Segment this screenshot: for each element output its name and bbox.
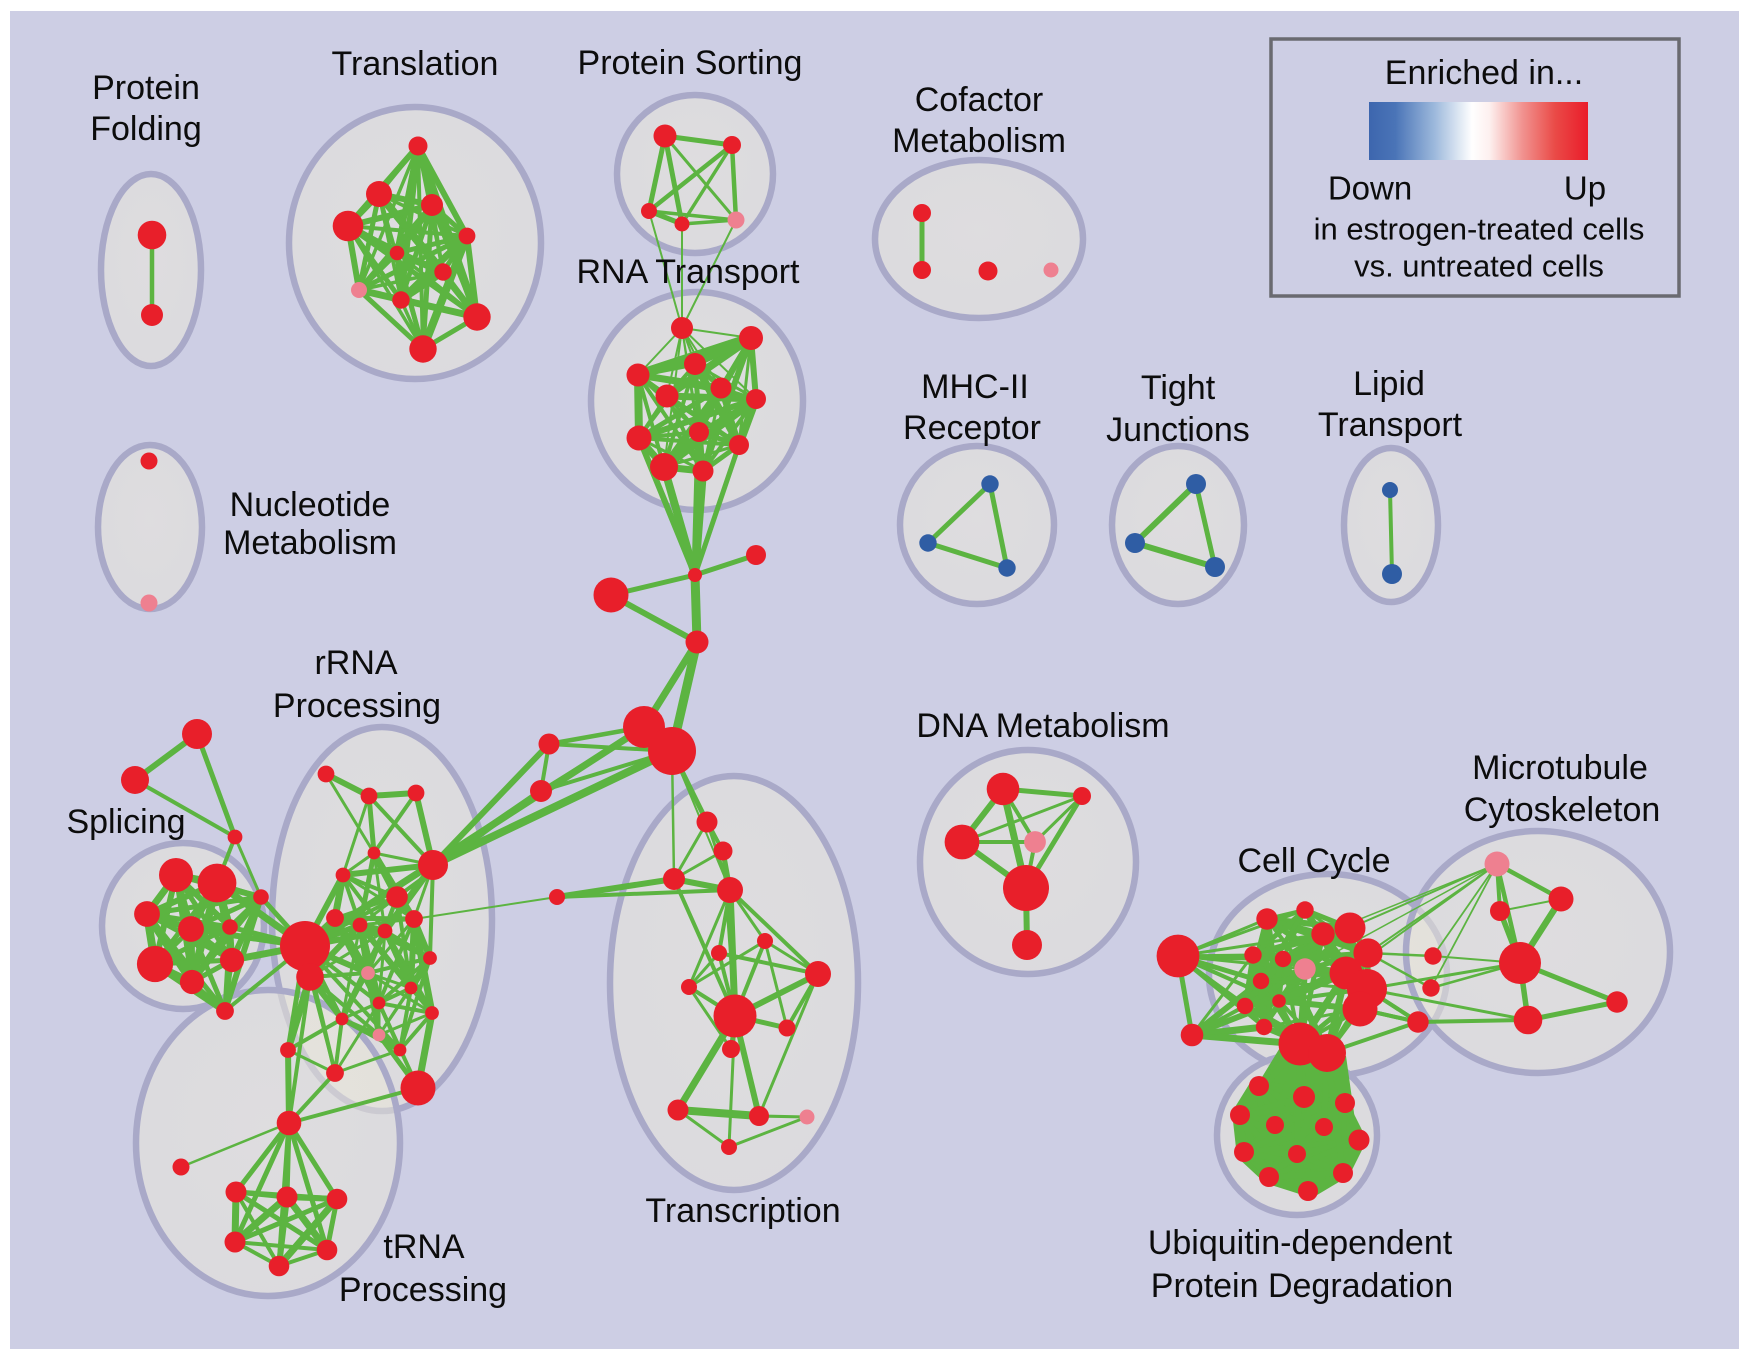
svg-text:Cytoskeleton: Cytoskeleton [1464,791,1661,829]
svg-text:tRNA: tRNA [383,1228,465,1266]
svg-text:Nucleotide: Nucleotide [230,486,391,524]
svg-text:Ubiquitin-dependent: Ubiquitin-dependent [1148,1224,1453,1262]
svg-text:Processing: Processing [273,687,441,725]
svg-text:Metabolism: Metabolism [892,122,1066,160]
svg-text:Splicing: Splicing [66,803,185,841]
svg-text:Protein Sorting: Protein Sorting [578,44,803,82]
svg-text:Enriched in...: Enriched in... [1385,54,1583,92]
svg-text:Lipid: Lipid [1353,365,1425,403]
svg-text:Cell Cycle: Cell Cycle [1237,842,1390,880]
svg-text:Junctions: Junctions [1106,411,1250,449]
svg-text:Protein Degradation: Protein Degradation [1151,1267,1453,1305]
svg-text:Cofactor: Cofactor [915,81,1044,119]
svg-text:Transport: Transport [1318,406,1463,444]
svg-text:Processing: Processing [339,1271,507,1309]
svg-text:Up: Up [1564,170,1606,207]
svg-text:DNA Metabolism: DNA Metabolism [916,707,1169,745]
svg-text:Protein: Protein [92,69,200,107]
svg-text:vs. untreated cells: vs. untreated cells [1354,249,1604,284]
svg-text:Folding: Folding [90,110,202,148]
svg-text:Metabolism: Metabolism [223,524,397,562]
svg-text:rRNA: rRNA [314,644,397,682]
svg-text:in estrogen-treated cells: in estrogen-treated cells [1314,212,1645,247]
svg-text:Tight: Tight [1141,369,1216,407]
svg-text:RNA Transport: RNA Transport [577,253,801,291]
svg-text:Receptor: Receptor [903,409,1041,447]
svg-text:Down: Down [1328,170,1412,207]
svg-text:Transcription: Transcription [645,1192,840,1230]
svg-text:MHC-II: MHC-II [921,368,1029,406]
svg-text:Translation: Translation [332,45,499,83]
svg-text:Microtubule: Microtubule [1472,749,1648,787]
